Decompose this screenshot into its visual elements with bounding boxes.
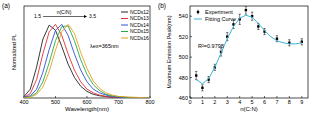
x-tick xyxy=(202,96,203,98)
x-axis-label: n(C:N) xyxy=(240,106,258,112)
x-tick xyxy=(214,96,215,98)
data-point xyxy=(257,25,259,27)
y-tick xyxy=(190,16,192,17)
x-tick xyxy=(252,96,253,98)
legend-label: NCDs12 xyxy=(130,9,149,15)
plot-area xyxy=(195,6,303,91)
legend-label: NCDs13 xyxy=(130,15,149,21)
error-bar xyxy=(301,39,303,45)
x-tick-label: 600 xyxy=(82,99,91,105)
arrow-head xyxy=(84,15,87,18)
x-tick xyxy=(301,96,302,98)
arrow-line xyxy=(43,16,84,17)
x-tick-label: 700 xyxy=(114,99,123,105)
panel-title: (b) xyxy=(158,2,166,10)
x-tick xyxy=(87,96,88,98)
x-tick xyxy=(276,96,277,98)
plot-area xyxy=(24,24,150,98)
legend-swatch xyxy=(194,19,202,20)
data-point xyxy=(245,9,247,11)
data-point xyxy=(195,74,197,76)
y-tick-label: 500 xyxy=(179,54,188,60)
y-tick-label: 520 xyxy=(179,34,188,40)
annotation: R²=0.9798 xyxy=(198,43,224,49)
plot-frame xyxy=(190,6,308,98)
data-point xyxy=(276,38,278,40)
y-tick xyxy=(190,57,192,58)
x-tick-label: 9 xyxy=(300,99,303,105)
legend-label: NCDs15 xyxy=(130,28,149,34)
data-point xyxy=(201,87,203,89)
error-bar xyxy=(201,85,203,91)
y-axis-label: Maximum Emission Peak(nm) xyxy=(166,15,172,88)
error-bar xyxy=(245,6,247,14)
spectrum-line xyxy=(24,24,150,98)
legend-swatch xyxy=(198,10,199,15)
x-tick-label: 2 xyxy=(213,99,216,105)
x-tick-label: 800 xyxy=(145,99,154,105)
error-bar xyxy=(251,12,253,20)
legend-label: Experiment xyxy=(205,9,233,15)
x-tick-label: 7 xyxy=(275,99,278,105)
x-tick-label: 400 xyxy=(19,99,28,105)
legend-swatch xyxy=(197,11,199,13)
legend-label: Fitting Curve xyxy=(205,16,236,22)
error-bar xyxy=(288,40,290,46)
y-tick xyxy=(190,36,192,37)
x-tick-label: 5 xyxy=(251,99,254,105)
panel-title: (a) xyxy=(2,2,10,10)
x-tick-label: 1 xyxy=(201,99,204,105)
legend-swatch xyxy=(121,18,128,19)
x-tick-label: 4 xyxy=(238,99,241,105)
x-tick xyxy=(227,96,228,98)
x-tick-label: 6 xyxy=(263,99,266,105)
spectrum-line xyxy=(24,24,150,98)
fit-curve xyxy=(196,15,302,83)
spectrum-line xyxy=(24,25,150,98)
legend-swatch xyxy=(121,31,128,32)
x-tick xyxy=(264,96,265,98)
y-tick xyxy=(190,77,192,78)
y-tick xyxy=(190,98,192,99)
legend-label: NCDs14 xyxy=(130,22,149,28)
y-axis-label: Normalized PL xyxy=(11,34,17,70)
x-tick-label: 0 xyxy=(188,99,191,105)
x-tick-label: 8 xyxy=(288,99,291,105)
x-tick xyxy=(239,96,240,98)
x-tick xyxy=(55,96,56,98)
spectrum-line xyxy=(24,24,150,98)
legend-label: NCDs16 xyxy=(130,35,149,41)
legend-swatch xyxy=(121,12,128,13)
annotation: 3.5 xyxy=(89,13,96,19)
y-tick-label: 460 xyxy=(179,95,188,101)
x-tick xyxy=(289,96,290,98)
x-tick-label: 500 xyxy=(51,99,60,105)
legend-swatch xyxy=(121,25,128,26)
annotation: 1.5 xyxy=(34,13,41,19)
x-tick-label: 3 xyxy=(226,99,229,105)
x-axis-label: Wavelength(nm) xyxy=(65,106,109,112)
y-tick-label: 480 xyxy=(179,75,188,81)
plot-frame xyxy=(24,6,150,98)
legend-swatch xyxy=(121,38,128,39)
annotation: n(C/N) xyxy=(57,9,72,15)
y-tick-label: 540 xyxy=(179,13,188,19)
annotation: λex=365nm xyxy=(90,43,119,49)
error-bar xyxy=(195,71,197,79)
